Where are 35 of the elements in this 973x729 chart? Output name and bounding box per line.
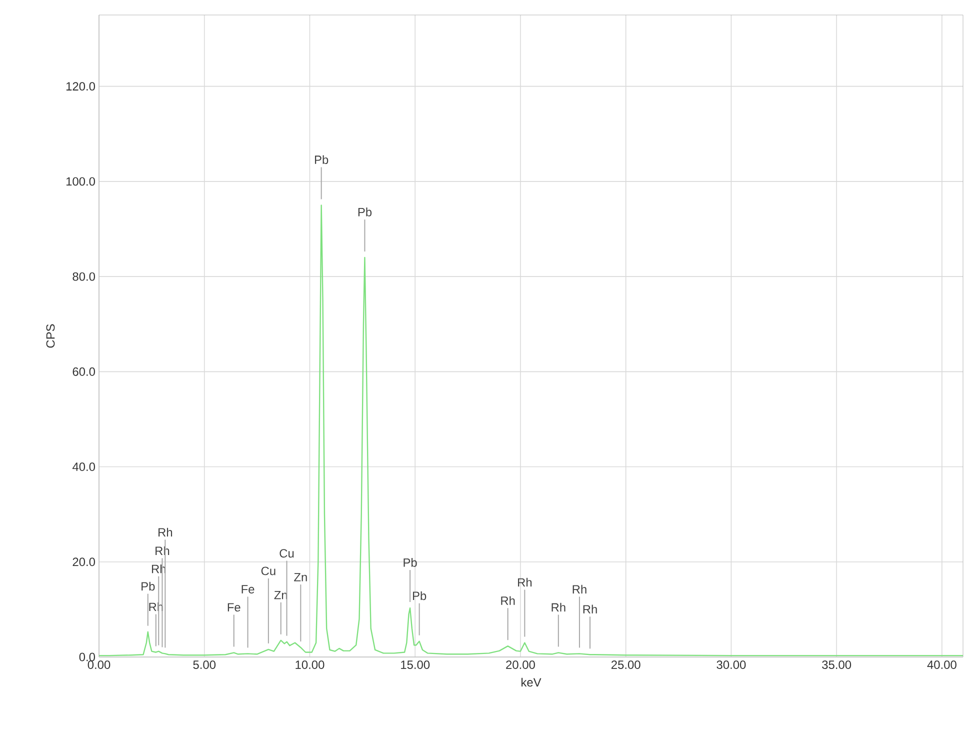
y-tick-label: 60.0 — [72, 367, 96, 376]
annotation: Rh — [156, 546, 170, 555]
annotation: Rh — [501, 596, 515, 605]
annotation: Pb — [404, 558, 417, 567]
y-tick-label: 40.0 — [72, 462, 96, 471]
x-tick-label: 25.00 — [611, 660, 640, 669]
y-axis-title: CPS — [46, 324, 55, 348]
x-tick-label: 5.00 — [193, 660, 216, 669]
annotation: Cu — [280, 549, 294, 558]
x-tick-label: 30.00 — [716, 660, 746, 669]
x-tick-label: 10.00 — [296, 660, 324, 669]
annotation: Rh — [572, 584, 586, 594]
y-tick-label: 120.0 — [66, 82, 96, 91]
annotation: Rh — [552, 602, 566, 612]
annotation: Pb — [142, 582, 155, 591]
annotation: Zn — [294, 573, 307, 582]
annotation: Rh — [518, 578, 532, 587]
annotation: Pb — [314, 155, 328, 164]
x-tick-label: 35.00 — [822, 660, 852, 669]
annotation: Rh — [583, 604, 597, 614]
annotation: Cu — [261, 566, 276, 576]
annotation: Fe — [242, 585, 254, 594]
annotation: Pb — [412, 591, 426, 600]
y-tick-label: 0.0 — [79, 652, 96, 662]
annotation: Fe — [228, 603, 240, 612]
x-axis-title: keV — [522, 678, 542, 687]
x-tick-label: 40.00 — [927, 660, 956, 669]
annotation: Pb — [358, 208, 372, 216]
x-tick-label: 15.00 — [401, 660, 430, 669]
x-tick-label: 0.00 — [88, 660, 110, 669]
y-tick-label: 100.0 — [66, 177, 96, 186]
y-tick-label: 80.0 — [72, 272, 96, 281]
y-tick-label: 20.0 — [72, 558, 96, 566]
annotation: Rh — [158, 528, 172, 536]
x-tick-label: 20.00 — [506, 660, 535, 669]
